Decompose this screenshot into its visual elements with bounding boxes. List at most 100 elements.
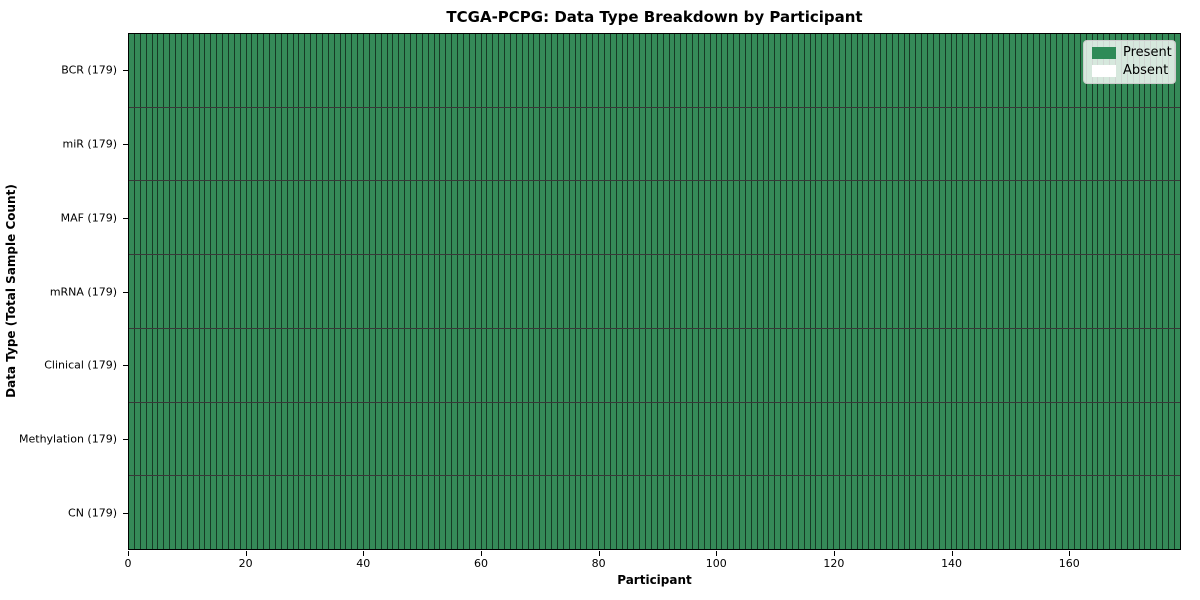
heatmap-cell — [199, 255, 206, 328]
heatmap-cell — [411, 181, 417, 255]
heatmap-cell — [581, 34, 588, 107]
heatmap-cell — [416, 181, 423, 255]
heatmap-cell — [187, 34, 194, 107]
heatmap-cell — [816, 402, 823, 476]
heatmap-cell — [293, 476, 300, 550]
heatmap-cell — [181, 402, 188, 476]
heatmap-cell — [522, 476, 529, 550]
heatmap-cell — [886, 476, 893, 550]
heatmap-cell — [393, 476, 400, 550]
heatmap-cell — [299, 402, 306, 476]
heatmap-cell — [1163, 402, 1169, 476]
heatmap-cell — [1069, 328, 1075, 402]
x-tick-label: 40 — [356, 557, 371, 570]
heatmap-cell — [604, 34, 611, 107]
heatmap-row-Clinical — [129, 328, 1180, 403]
heatmap-cell — [487, 255, 494, 328]
heatmap-cell — [787, 476, 793, 550]
heatmap-cell — [663, 181, 670, 255]
heatmap-cell — [176, 328, 182, 402]
heatmap-cell — [1039, 181, 1046, 255]
heatmap-cell — [252, 107, 259, 181]
heatmap-cell — [839, 476, 846, 550]
heatmap-cell — [364, 255, 370, 328]
heatmap-cell — [816, 181, 823, 255]
heatmap-cell — [604, 476, 611, 550]
heatmap-cell — [945, 181, 952, 255]
heatmap-cell — [1151, 255, 1158, 328]
heatmap-cell — [1174, 402, 1180, 476]
heatmap-cell — [505, 328, 511, 402]
heatmap-cell — [957, 402, 964, 476]
heatmap-cell — [716, 181, 723, 255]
heatmap-cell — [681, 328, 688, 402]
heatmap-cell — [957, 34, 964, 107]
heatmap-cell — [1116, 402, 1122, 476]
heatmap-cell — [405, 181, 411, 255]
heatmap-cell — [1116, 181, 1122, 255]
heatmap-cell — [375, 255, 382, 328]
heatmap-cell — [217, 107, 223, 181]
heatmap-cell — [416, 255, 423, 328]
x-tick-mark — [598, 551, 600, 556]
heatmap-cell — [328, 107, 335, 181]
heatmap-cell — [669, 402, 676, 476]
heatmap-cell — [975, 107, 981, 181]
heatmap-cell — [158, 476, 165, 550]
heatmap-cell — [1133, 328, 1140, 402]
heatmap-cell — [1022, 255, 1028, 328]
heatmap-cell — [651, 181, 658, 255]
heatmap-cell — [240, 328, 247, 402]
heatmap-cell — [1157, 328, 1163, 402]
heatmap-cell — [1127, 328, 1134, 402]
heatmap-cell — [176, 255, 182, 328]
heatmap-cell — [387, 476, 394, 550]
heatmap-cell — [399, 107, 406, 181]
heatmap-cell — [1174, 34, 1180, 107]
heatmap-cell — [916, 107, 923, 181]
heatmap-cell — [904, 107, 911, 181]
heatmap-cell — [781, 255, 787, 328]
heatmap-cell — [839, 402, 846, 476]
heatmap-cell — [851, 107, 858, 181]
heatmap-cell — [745, 107, 752, 181]
heatmap-cell — [1051, 34, 1058, 107]
heatmap-cell — [945, 34, 952, 107]
heatmap-cell — [845, 402, 852, 476]
heatmap-cell — [728, 402, 735, 476]
heatmap-cell — [669, 476, 676, 550]
heatmap-cell — [646, 107, 652, 181]
heatmap-cell — [740, 328, 746, 402]
heatmap-cell — [146, 107, 153, 181]
heatmap-cell — [375, 181, 382, 255]
heatmap-cell — [152, 402, 159, 476]
heatmap-cell — [452, 181, 458, 255]
heatmap-cell — [481, 328, 488, 402]
heatmap-cell — [581, 328, 588, 402]
heatmap-cell — [816, 107, 823, 181]
heatmap-cell — [628, 328, 635, 402]
heatmap-cell — [646, 255, 652, 328]
heatmap-cell — [687, 34, 693, 107]
heatmap-cell — [969, 34, 975, 107]
heatmap-cell — [804, 328, 811, 402]
x-tick-label: 60 — [473, 557, 488, 570]
heatmap-cell — [1086, 476, 1093, 550]
legend-entry-present: Present — [1092, 46, 1172, 59]
heatmap-cell — [516, 476, 523, 550]
heatmap-cell — [193, 34, 200, 107]
heatmap-cell — [992, 476, 999, 550]
heatmap-cell — [552, 255, 558, 328]
heatmap-cell — [963, 328, 970, 402]
legend-entry-absent: Absent — [1092, 64, 1168, 77]
heatmap-cell — [311, 328, 317, 402]
heatmap-cell — [628, 255, 635, 328]
heatmap-cell — [1016, 476, 1022, 550]
heatmap-cell — [328, 402, 335, 476]
heatmap-cell — [963, 107, 970, 181]
heatmap-cell — [986, 181, 993, 255]
heatmap-cell — [675, 107, 682, 181]
heatmap-cell — [317, 181, 323, 255]
heatmap-cell — [258, 107, 265, 181]
heatmap-cell — [710, 476, 717, 550]
